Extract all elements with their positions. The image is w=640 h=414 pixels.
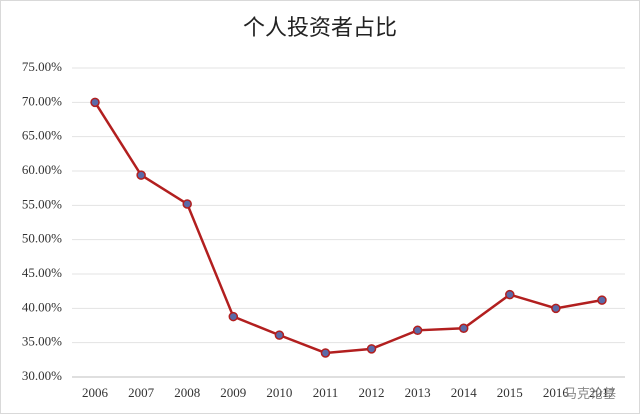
x-tick-label: 2012 bbox=[359, 385, 385, 400]
x-tick-label: 2009 bbox=[220, 385, 246, 400]
marker bbox=[597, 295, 607, 305]
y-tick-label: 60.00% bbox=[22, 162, 62, 177]
marker bbox=[320, 348, 331, 358]
x-tick-label: 2017 bbox=[589, 385, 616, 400]
y-tick-label: 55.00% bbox=[22, 196, 62, 211]
y-tick-label: 65.00% bbox=[22, 128, 62, 143]
watermark: 马克论基 bbox=[564, 386, 616, 401]
x-tick-label: 2015 bbox=[497, 385, 523, 400]
chart-title: 个人投资者占比 bbox=[243, 15, 397, 40]
y-tick-label: 40.00% bbox=[22, 299, 62, 314]
x-tick-label: 2010 bbox=[266, 385, 292, 400]
marker bbox=[505, 289, 515, 300]
marker bbox=[551, 303, 561, 314]
marker bbox=[412, 325, 423, 336]
marker bbox=[228, 311, 239, 322]
x-tick-label: 2006 bbox=[82, 385, 109, 400]
marker bbox=[274, 330, 285, 340]
y-tick-label: 30.00% bbox=[22, 368, 62, 383]
x-tick-label: 2007 bbox=[128, 385, 155, 400]
y-tick-label: 70.00% bbox=[22, 93, 62, 108]
marker bbox=[136, 170, 146, 180]
y-tick-label: 45.00% bbox=[22, 265, 62, 280]
x-tick-label: 2008 bbox=[174, 385, 200, 400]
marker bbox=[182, 199, 192, 209]
y-tick-label: 75.00% bbox=[22, 59, 62, 74]
x-tick-label: 2013 bbox=[405, 385, 431, 400]
y-tick-label: 35.00% bbox=[22, 334, 62, 349]
x-tick-label: 2016 bbox=[543, 385, 570, 400]
y-tick-label: 50.00% bbox=[22, 231, 62, 246]
line bbox=[93, 101, 603, 355]
x-tick-label: 2014 bbox=[451, 385, 478, 400]
marker bbox=[90, 97, 100, 108]
marker bbox=[366, 344, 377, 354]
marker bbox=[458, 323, 469, 333]
x-tick-label: 2011 bbox=[313, 385, 339, 400]
